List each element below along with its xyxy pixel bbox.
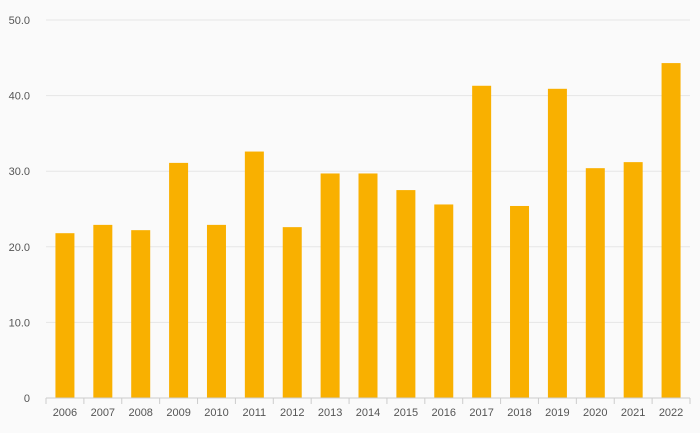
bars	[55, 63, 681, 399]
gridlines	[46, 19, 690, 323]
x-tick-label: 2006	[53, 407, 77, 419]
x-tick-label: 2011	[243, 407, 267, 419]
x-tick-label: 2021	[621, 407, 645, 419]
x-tick-label: 2007	[91, 407, 115, 419]
bar	[661, 63, 681, 398]
y-tick-label: 20.0	[9, 242, 30, 254]
bar	[169, 162, 189, 398]
x-tick-label: 2014	[356, 407, 380, 419]
bar	[282, 227, 302, 398]
x-tick-label: 2009	[166, 407, 190, 419]
bar	[358, 173, 378, 398]
bar	[434, 204, 454, 398]
bar	[547, 88, 567, 399]
bar	[206, 224, 226, 398]
y-tick-label: 0	[24, 393, 30, 405]
x-tick-label: 2019	[545, 407, 569, 419]
y-tick-label: 50.0	[9, 15, 30, 27]
x-tick-label: 2018	[507, 407, 531, 419]
y-tick-label: 10.0	[9, 317, 30, 329]
bar	[55, 233, 75, 398]
y-tick-label: 30.0	[9, 166, 30, 178]
bar	[320, 173, 340, 398]
bar	[93, 224, 113, 398]
x-tick-label: 2017	[469, 407, 493, 419]
bar	[510, 205, 530, 398]
x-tick-label: 2012	[280, 407, 304, 419]
x-tick-label: 2016	[432, 407, 456, 419]
bar	[472, 85, 492, 398]
bar	[623, 162, 643, 398]
y-tick-label: 40.0	[9, 91, 30, 103]
x-axis: 2006 2007 2008 2009 2010 2011 2012 2013 2014 2015…	[45, 397, 691, 419]
bar	[131, 230, 151, 398]
x-tick-label: 2022	[659, 407, 683, 419]
x-tick-label: 2020	[583, 407, 607, 419]
x-tick-label: 2010	[204, 407, 228, 419]
bar	[396, 190, 416, 398]
bar	[585, 168, 605, 398]
x-tick-label: 2015	[394, 407, 418, 419]
x-tick-label: 2013	[318, 407, 342, 419]
bar	[244, 151, 264, 398]
y-axis-tick-labels: 0 10.0 20.0 30.0 40.0 50.0	[9, 15, 30, 405]
x-tick-label: 2008	[128, 407, 152, 419]
